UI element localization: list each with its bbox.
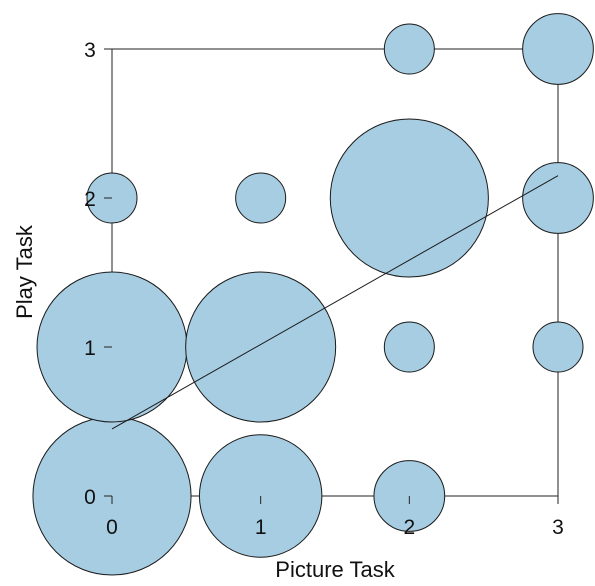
y-tick-label: 3	[84, 39, 96, 62]
bubble-point-5	[383, 321, 435, 373]
bubble-point-9	[329, 118, 489, 278]
plot-frame	[111, 48, 559, 497]
regression-line-layer	[111, 175, 559, 430]
bubble-point-11	[383, 23, 435, 75]
y-tick-label: 1	[84, 337, 96, 360]
bubble-point-10	[522, 162, 594, 234]
regression-line	[111, 175, 559, 430]
bubble-point-8	[235, 172, 287, 224]
x-tick-label: 0	[106, 516, 118, 539]
bubble-point-6	[532, 321, 584, 373]
x-axis-title: Picture Task	[275, 557, 395, 581]
y-axis-title: Play Task	[12, 224, 37, 319]
tick-layer: 0 1 2 3 0 1 2 3	[84, 39, 564, 539]
x-tick-label: 3	[552, 516, 564, 539]
y-tick-label: 2	[84, 188, 96, 211]
bubble-point-4	[185, 271, 337, 423]
x-tick-label: 2	[403, 516, 415, 539]
bubble-layer	[32, 13, 594, 576]
bubble-point-12	[522, 13, 594, 85]
y-tick-label: 0	[84, 486, 96, 509]
x-tick-label: 1	[255, 516, 267, 539]
